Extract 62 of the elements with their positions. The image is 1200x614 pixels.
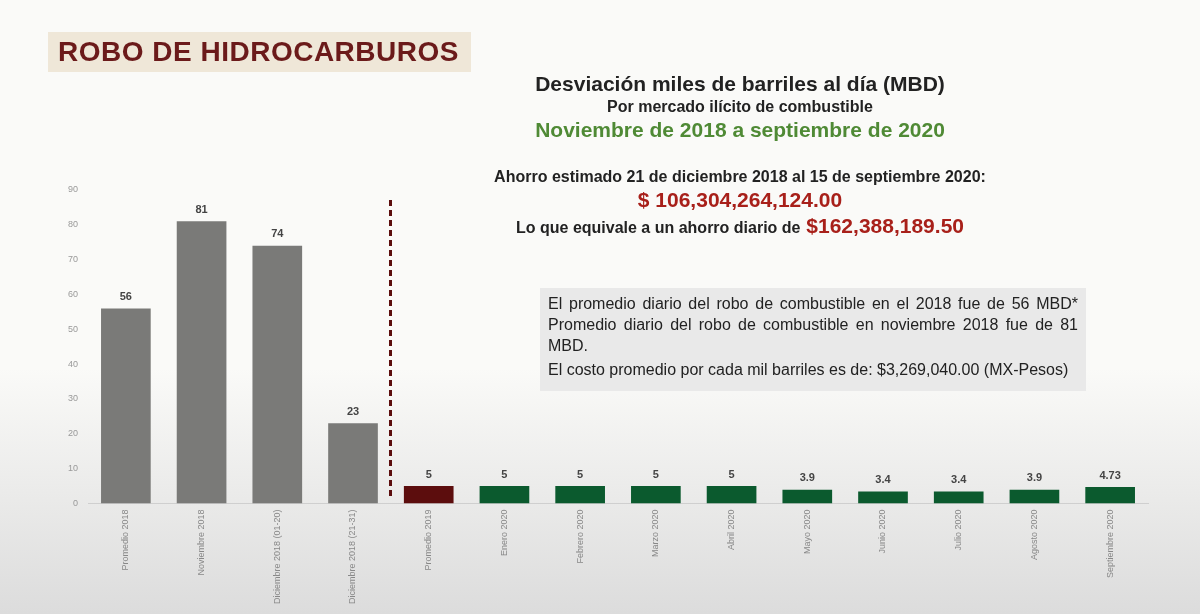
y-tick-label: 10 xyxy=(68,463,79,474)
bar xyxy=(555,486,605,504)
chart-title: ROBO DE HIDROCARBUROS xyxy=(48,32,471,72)
bar xyxy=(1009,489,1060,504)
annotation: $ 106,304,264,124.00 xyxy=(637,188,843,211)
y-tick-label: 40 xyxy=(68,358,79,369)
data-label: 3.9 xyxy=(1026,471,1043,484)
x-tick-label: Febrero 2020 xyxy=(574,509,585,564)
text: Por mercado ilícito de combustible xyxy=(607,98,873,115)
data-label: 3.9 xyxy=(799,471,815,484)
data-label: 74 xyxy=(271,227,285,240)
data-label: 5 xyxy=(577,467,584,480)
x-tick-label: Diciembre 2018 (01-20) xyxy=(271,509,282,604)
data-label: 5 xyxy=(652,467,659,480)
y-tick-label: 90 xyxy=(68,184,79,195)
bar xyxy=(858,491,908,504)
annotation: Lo que equivale a un ahorro diario de xyxy=(516,219,801,236)
data-label: 4.73 xyxy=(1099,468,1121,481)
x-tick-label: Junio 2020 xyxy=(877,509,888,554)
bar xyxy=(176,221,227,504)
x-tick-label: Septiembre 2020 xyxy=(1104,509,1115,578)
annotation: $162,388,189.50 xyxy=(805,214,964,237)
data-label: 5 xyxy=(728,467,735,480)
chart-subtitle: Desviación miles de barriles al día (MBD) xyxy=(535,72,945,95)
data-label: 5 xyxy=(501,467,508,480)
x-tick-label: Enero 2020 xyxy=(498,509,509,556)
bar xyxy=(101,308,151,504)
x-tick-label: Noviembre 2018 xyxy=(196,509,207,576)
y-tick-label: 70 xyxy=(68,254,79,265)
y-tick-label: 80 xyxy=(68,219,79,230)
x-tick-label: Promedio 2018 xyxy=(120,509,131,571)
x-tick-label: Diciembre 2018 (21-31) xyxy=(347,509,358,604)
data-label: 23 xyxy=(346,404,360,417)
bar xyxy=(782,489,833,504)
data-label: 3.4 xyxy=(951,473,968,486)
x-tick-label: Abril 2020 xyxy=(726,509,737,550)
bar xyxy=(631,486,681,504)
y-tick-label: 60 xyxy=(68,288,79,299)
bar xyxy=(252,245,303,504)
text: Ahorro estimado 21 de diciembre 2018 al 15 de septiembre 2020: xyxy=(494,168,986,185)
annotation: El promedio diario del robo de combustible en el 2018 fue de 56 MBD* Promedio diario del robo de combustible en noviembre 2018 fue de 81 MBD. xyxy=(548,294,1078,356)
text: Noviembre de 2018 a septiembre de 2020 xyxy=(535,118,945,141)
y-tick-label: 0 xyxy=(73,497,79,508)
data-label: 56 xyxy=(119,289,132,302)
data-label: 5 xyxy=(425,467,432,480)
y-tick-label: 50 xyxy=(68,323,79,334)
data-label: 81 xyxy=(195,202,208,215)
bar xyxy=(706,486,757,504)
bar xyxy=(479,486,530,504)
x-tick-label: Mayo 2020 xyxy=(801,509,812,554)
bar xyxy=(933,491,984,504)
x-tick-label: Julio 2020 xyxy=(953,509,964,551)
bar xyxy=(1085,486,1135,504)
bar xyxy=(328,423,378,504)
y-tick-label: 20 xyxy=(68,428,79,439)
bar xyxy=(403,486,454,504)
x-tick-label: Agosto 2020 xyxy=(1028,509,1039,560)
y-tick-label: 30 xyxy=(68,393,79,404)
data-label: 3.4 xyxy=(875,473,892,486)
x-tick-label: Marzo 2020 xyxy=(650,509,661,557)
annotation: El costo promedio por cada mil barriles es de: $3,269,040.00 (MX-Pesos) xyxy=(548,360,1070,381)
x-tick-label: Promedio 2019 xyxy=(423,509,434,571)
